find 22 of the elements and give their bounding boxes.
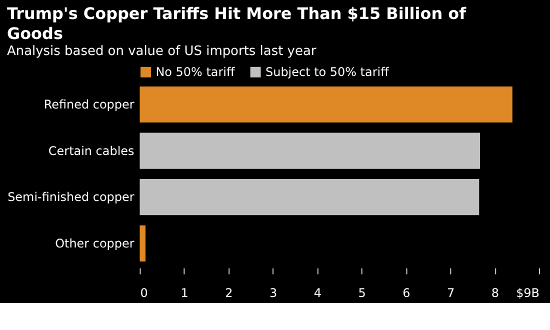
y-tick-label: Semi-finished copper	[8, 190, 134, 204]
x-tick-label: 3	[270, 286, 278, 300]
x-tick-label: 6	[402, 286, 410, 300]
x-tick-label: 0	[140, 286, 148, 300]
x-tick-label: 5	[358, 286, 366, 300]
chart-title: Trump's Copper Tariffs Hit More Than $15 Billion of Goods	[6, 4, 468, 44]
x-tick-label: $9B	[516, 286, 540, 300]
legend-label: No 50% tariff	[156, 65, 236, 80]
x-tick-label: 2	[225, 286, 233, 300]
y-tick-label: Refined copper	[44, 97, 134, 112]
y-tick-label: Other copper	[55, 236, 134, 250]
x-tick-label: 1	[180, 286, 188, 300]
bar	[140, 86, 512, 123]
y-tick-label: Certain cables	[48, 144, 134, 158]
x-tick-label: 4	[314, 286, 322, 300]
bar	[140, 179, 480, 216]
legend-label: Subject to 50% tariff	[266, 65, 390, 80]
x-tick-label: 7	[446, 286, 455, 300]
bar	[140, 132, 480, 169]
x-tick-label: 8	[491, 286, 499, 300]
chart-subtitle: Analysis based on value of US imports last year	[6, 44, 317, 60]
bar	[140, 225, 146, 262]
